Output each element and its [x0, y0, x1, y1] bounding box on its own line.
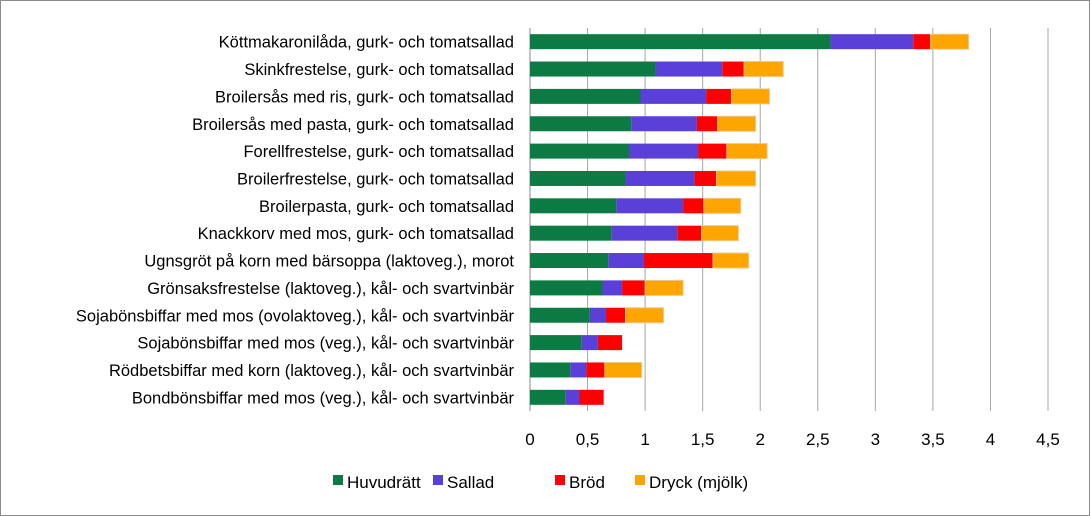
x-tick-label: 3,5 — [921, 430, 945, 449]
bar-segment — [628, 143, 699, 159]
bar-segment — [722, 61, 745, 77]
x-tick-label: 0,5 — [576, 430, 600, 449]
category-label: Broilerpasta, gurk- och tomatsallad — [259, 198, 514, 216]
bar-segment — [694, 170, 717, 186]
bar-segment — [644, 279, 684, 296]
category-label: Ugnsgröt på korn med bärsoppa (laktoveg.… — [144, 253, 514, 271]
category-label: Köttmakaronilåda, gurk- och tomatsallad — [219, 34, 514, 52]
bar-segment — [597, 335, 623, 351]
bar-segment — [712, 252, 750, 269]
bar-segment — [625, 170, 695, 186]
legend-label: Dryck (mjölk) — [649, 473, 748, 492]
category-label: Broilerfrestelse, gurk- och tomatsallad — [237, 170, 514, 188]
legend-swatch — [333, 475, 343, 485]
legend-swatch — [433, 475, 443, 485]
legend: Huvudrätt Sallad Bröd Dryck (mjölk) — [333, 473, 748, 492]
bar-segment — [570, 362, 587, 378]
category-label: Bondbönsbiffar med mos (veg.), kål- och … — [132, 389, 515, 407]
bar-segment — [726, 143, 768, 160]
category-labels: Köttmakaronilåda, gurk- och tomatsallad S… — [76, 34, 515, 408]
bar-segment — [640, 88, 707, 104]
bar-segment — [683, 198, 704, 214]
bar-segment — [530, 225, 612, 241]
category-label: Rödbetsbiffar med korn (laktoveg.), kål-… — [109, 362, 515, 380]
bar-segment — [605, 307, 626, 323]
bar-segment — [715, 170, 757, 187]
x-tick-label: 2 — [755, 430, 764, 449]
bar-segment — [530, 170, 626, 186]
x-tick-label: 3 — [871, 430, 880, 449]
bar-segment — [730, 88, 770, 105]
bar-segment — [530, 389, 566, 405]
x-tick-label: 4 — [986, 430, 995, 449]
category-label: Sojabönsbiffar med mos (ovolaktoveg.), k… — [76, 307, 515, 325]
bar-segment — [643, 253, 714, 269]
bar-segment — [530, 34, 831, 50]
bar-segment — [530, 362, 571, 378]
bar-segment — [913, 34, 931, 50]
bar-segment — [743, 61, 784, 78]
bar-segment — [565, 389, 580, 405]
bar-segment — [530, 116, 632, 132]
bar-segment — [604, 361, 643, 378]
bar-segment — [930, 33, 970, 50]
bar-segment — [530, 143, 629, 159]
category-label: Forellfrestelse, gurk- och tomatsallad — [243, 143, 514, 161]
category-label: Skinkfrestelse, gurk- och tomatsallad — [244, 61, 514, 79]
category-label: Broilersås med pasta, gurk- och tomatsal… — [192, 116, 514, 134]
bar-segment — [530, 253, 609, 269]
gridlines — [529, 28, 1049, 411]
x-tick-label: 2,5 — [806, 430, 830, 449]
legend-swatch — [635, 475, 645, 485]
bar-segment — [608, 253, 644, 269]
bar-segment — [579, 389, 604, 405]
bar-segment — [530, 280, 603, 296]
bar-segment — [703, 197, 742, 214]
bar-segment — [530, 198, 617, 214]
bar-segment — [677, 225, 702, 241]
x-axis-tick-labels: 0 0,5 1 1,5 2 2,5 3 3,5 4 4,5 — [525, 430, 1060, 449]
bar-segment — [616, 198, 684, 214]
bar-segment — [622, 280, 646, 296]
x-tick-label: 1 — [640, 430, 649, 449]
bar-segment — [698, 143, 727, 159]
bar-segment — [625, 307, 665, 324]
legend-label: Bröd — [569, 473, 605, 492]
bar-segment — [830, 34, 914, 50]
legend-swatch — [555, 475, 565, 485]
bar-segment — [611, 225, 678, 241]
bar-segment — [586, 362, 605, 378]
bar-segment — [530, 307, 590, 323]
bar-segment — [655, 61, 723, 77]
x-tick-label: 1,5 — [691, 430, 715, 449]
bar-segment — [530, 335, 582, 351]
x-tick-label: 4,5 — [1036, 430, 1060, 449]
bar-segment — [706, 88, 732, 104]
category-label: Sojabönsbiffar med mos (veg.), kål- och … — [137, 335, 514, 353]
bar-segment — [530, 61, 656, 77]
bar-segment — [696, 116, 718, 132]
legend-label: Huvudrätt — [347, 473, 421, 492]
category-label: Knackkorv med mos, gurk- och tomatsallad — [198, 225, 514, 243]
x-tick-label: 0 — [525, 430, 534, 449]
bar-segment — [530, 88, 641, 104]
category-label: Grönsaksfrestelse (laktoveg.), kål- och … — [147, 280, 514, 298]
category-label: Broilersås med ris, gurk- och tomatsalla… — [215, 88, 514, 106]
legend-label: Sallad — [447, 473, 494, 492]
bar-segment — [631, 116, 697, 132]
bar-segment — [701, 225, 739, 242]
bar-segment — [581, 335, 598, 351]
bar-segment — [717, 115, 757, 132]
bar-stacks — [530, 33, 970, 405]
bar-segment — [602, 280, 623, 296]
bar-segment — [589, 307, 606, 323]
